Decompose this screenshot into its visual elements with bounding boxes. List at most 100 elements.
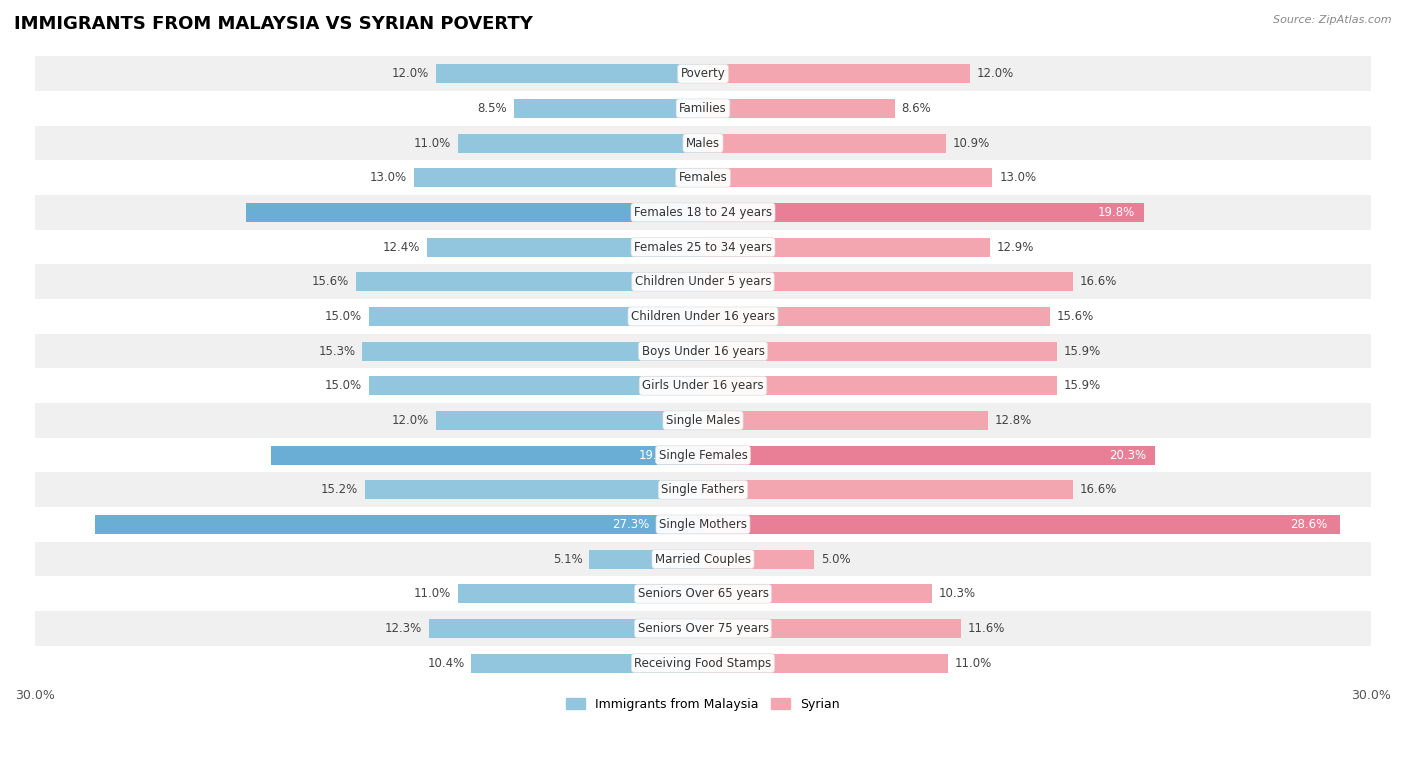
Bar (513, 99, 703, 118)
Text: 11.0%: 11.0% (955, 656, 991, 669)
Bar (703, 237, 990, 257)
Legend: Immigrants from Malaysia, Syrian: Immigrants from Malaysia, Syrian (561, 693, 845, 716)
Text: 12.0%: 12.0% (392, 414, 429, 427)
Text: 19.8%: 19.8% (1098, 206, 1135, 219)
Bar (35, 334, 1371, 368)
Bar (703, 446, 1156, 465)
Text: 13.0%: 13.0% (370, 171, 406, 184)
Text: Children Under 16 years: Children Under 16 years (631, 310, 775, 323)
Bar (35, 91, 1371, 126)
Text: Single Fathers: Single Fathers (661, 484, 745, 496)
Bar (35, 438, 1371, 472)
Bar (703, 550, 814, 568)
Bar (429, 619, 703, 638)
Text: Single Females: Single Females (658, 449, 748, 462)
Bar (703, 619, 962, 638)
Text: 5.1%: 5.1% (553, 553, 582, 565)
Text: 20.5%: 20.5% (634, 206, 672, 219)
Text: Females 18 to 24 years: Females 18 to 24 years (634, 206, 772, 219)
Bar (703, 481, 1073, 500)
Text: Married Couples: Married Couples (655, 553, 751, 565)
Text: Boys Under 16 years: Boys Under 16 years (641, 345, 765, 358)
Text: 15.9%: 15.9% (1064, 379, 1101, 392)
Text: 15.0%: 15.0% (325, 310, 363, 323)
Text: 12.0%: 12.0% (977, 67, 1014, 80)
Text: Single Males: Single Males (666, 414, 740, 427)
Text: 15.3%: 15.3% (319, 345, 356, 358)
Bar (703, 99, 894, 118)
Bar (703, 411, 988, 430)
Text: 11.0%: 11.0% (415, 136, 451, 149)
Text: 15.9%: 15.9% (1064, 345, 1101, 358)
Text: Females: Females (679, 171, 727, 184)
Bar (35, 403, 1371, 438)
Bar (363, 342, 703, 361)
Bar (35, 507, 1371, 542)
Text: 15.0%: 15.0% (325, 379, 363, 392)
Text: 10.9%: 10.9% (952, 136, 990, 149)
Bar (436, 411, 703, 430)
Bar (703, 133, 946, 152)
Bar (271, 446, 703, 465)
Bar (35, 472, 1371, 507)
Bar (703, 515, 1340, 534)
Text: Source: ZipAtlas.com: Source: ZipAtlas.com (1274, 15, 1392, 25)
Text: 15.6%: 15.6% (312, 275, 349, 288)
Bar (356, 272, 703, 291)
Text: 10.3%: 10.3% (939, 587, 976, 600)
Bar (364, 481, 703, 500)
Bar (35, 56, 1371, 91)
Text: 15.2%: 15.2% (321, 484, 359, 496)
Bar (703, 272, 1073, 291)
Bar (436, 64, 703, 83)
Text: Families: Families (679, 102, 727, 115)
Bar (35, 611, 1371, 646)
Text: 5.0%: 5.0% (821, 553, 851, 565)
Text: 28.6%: 28.6% (1289, 518, 1327, 531)
Bar (35, 368, 1371, 403)
Text: Males: Males (686, 136, 720, 149)
Text: 12.9%: 12.9% (997, 240, 1035, 254)
Bar (35, 299, 1371, 334)
Bar (35, 126, 1371, 161)
Text: Girls Under 16 years: Girls Under 16 years (643, 379, 763, 392)
Bar (246, 203, 703, 222)
Bar (427, 237, 703, 257)
Bar (96, 515, 703, 534)
Bar (368, 307, 703, 326)
Text: Poverty: Poverty (681, 67, 725, 80)
Bar (35, 265, 1371, 299)
Text: 11.0%: 11.0% (415, 587, 451, 600)
Bar (703, 203, 1144, 222)
Bar (35, 195, 1371, 230)
Text: 10.4%: 10.4% (427, 656, 465, 669)
Bar (703, 168, 993, 187)
Text: Children Under 5 years: Children Under 5 years (634, 275, 772, 288)
Text: 13.0%: 13.0% (1000, 171, 1036, 184)
Bar (703, 376, 1057, 395)
Text: 8.5%: 8.5% (478, 102, 508, 115)
Text: 16.6%: 16.6% (1080, 275, 1116, 288)
Text: 12.4%: 12.4% (382, 240, 420, 254)
Text: 12.0%: 12.0% (392, 67, 429, 80)
Text: 12.3%: 12.3% (385, 622, 422, 635)
Bar (413, 168, 703, 187)
Bar (471, 653, 703, 672)
Bar (35, 576, 1371, 611)
Bar (368, 376, 703, 395)
Bar (703, 307, 1050, 326)
Text: Single Mothers: Single Mothers (659, 518, 747, 531)
Bar (458, 133, 703, 152)
Text: IMMIGRANTS FROM MALAYSIA VS SYRIAN POVERTY: IMMIGRANTS FROM MALAYSIA VS SYRIAN POVER… (14, 15, 533, 33)
Text: Females 25 to 34 years: Females 25 to 34 years (634, 240, 772, 254)
Bar (703, 584, 932, 603)
Text: 20.3%: 20.3% (1109, 449, 1146, 462)
Text: 27.3%: 27.3% (612, 518, 650, 531)
Text: Seniors Over 65 years: Seniors Over 65 years (637, 587, 769, 600)
Bar (703, 64, 970, 83)
Bar (35, 161, 1371, 195)
Bar (35, 646, 1371, 681)
Text: 8.6%: 8.6% (901, 102, 931, 115)
Text: 15.6%: 15.6% (1057, 310, 1094, 323)
Text: 12.8%: 12.8% (994, 414, 1032, 427)
